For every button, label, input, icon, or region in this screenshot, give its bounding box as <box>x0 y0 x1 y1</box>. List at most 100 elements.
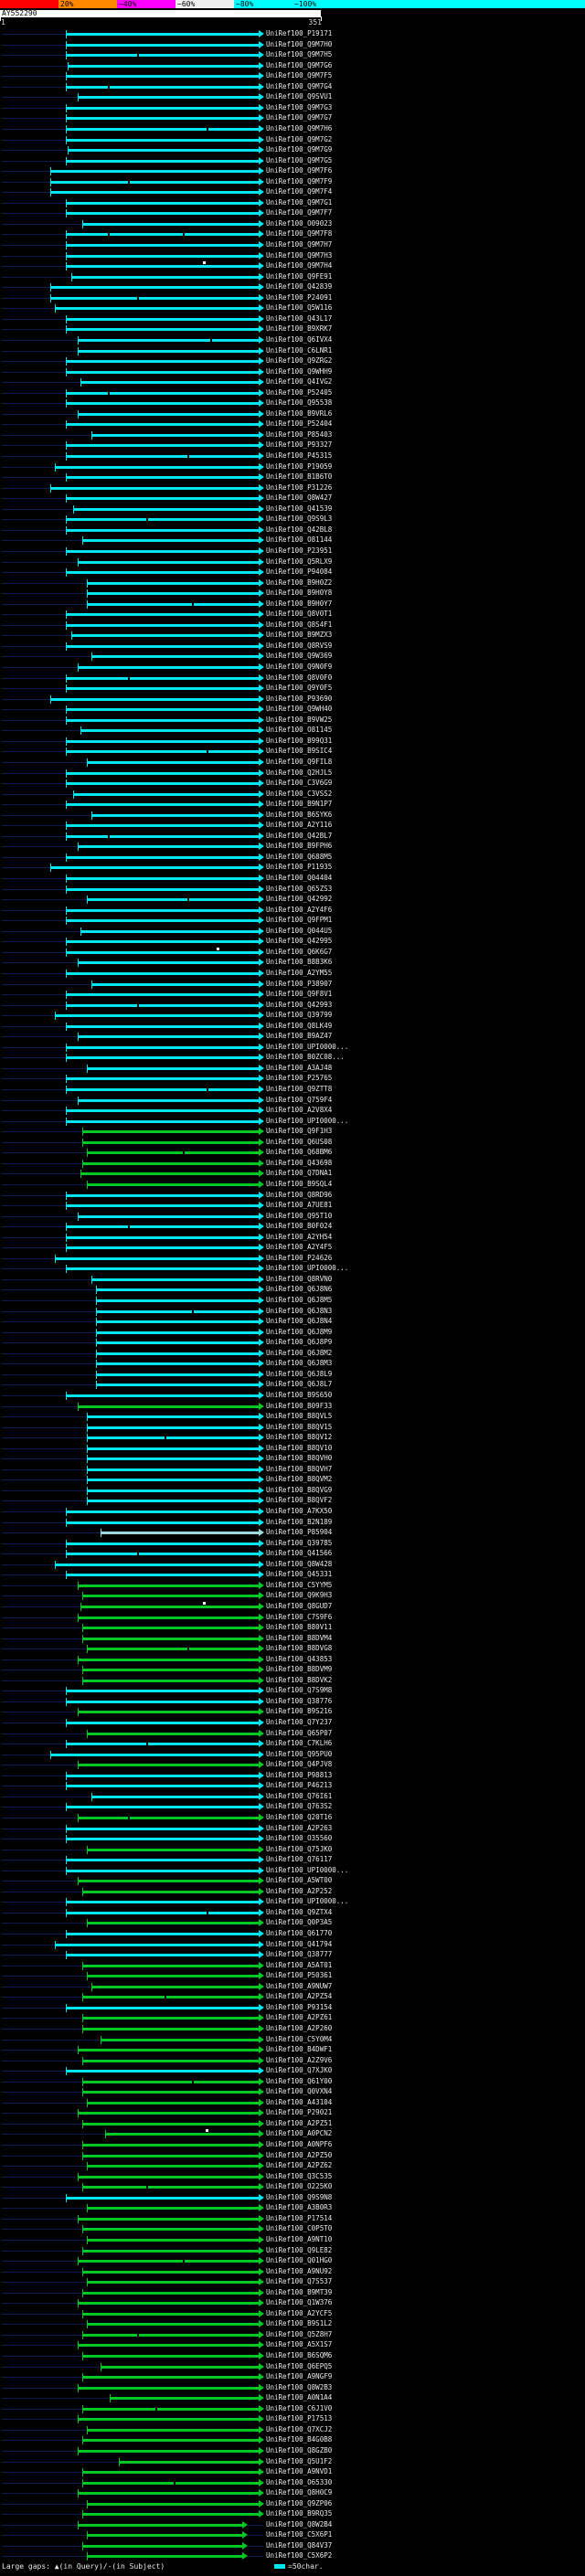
alignment-bar[interactable] <box>66 212 259 216</box>
alignment-bar[interactable] <box>55 1256 259 1260</box>
hit-label[interactable]: UniRef100_Q6J8N6 <box>266 1285 333 1294</box>
hit-label[interactable]: UniRef100_B8QV12 <box>266 1433 333 1442</box>
hit-label[interactable]: UniRef100_Q7XJK0 <box>266 2066 333 2075</box>
hit-label[interactable]: UniRef100_A2P252 <box>266 1886 333 1895</box>
alignment-bar[interactable] <box>78 2523 242 2527</box>
hit-label[interactable]: UniRef100_P46213 <box>266 1781 333 1790</box>
alignment-bar[interactable] <box>82 1140 259 1144</box>
hit-label[interactable]: UniRef100_A43104 <box>266 2097 333 2106</box>
hit-label[interactable]: UniRef100_Q39799 <box>266 1011 333 1020</box>
hit-label[interactable]: UniRef100_Q8W2B4 <box>266 2519 333 2528</box>
alignment-bar[interactable] <box>66 317 259 321</box>
alignment-bar[interactable] <box>66 940 259 944</box>
alignment-bar[interactable] <box>66 571 259 575</box>
alignment-bar[interactable] <box>78 1584 259 1587</box>
alignment-bar[interactable] <box>78 412 259 416</box>
hit-label[interactable]: UniRef100_Q75JK0 <box>266 1844 333 1853</box>
alignment-bar[interactable] <box>78 1764 259 1767</box>
hit-label[interactable]: UniRef100_Q9K9H3 <box>266 1591 333 1600</box>
alignment-bar[interactable] <box>87 1975 259 1978</box>
hit-label[interactable]: UniRef100_P25765 <box>266 1074 333 1083</box>
hit-label[interactable]: UniRef100_Q95T10 <box>266 1211 333 1220</box>
alignment-bar[interactable] <box>87 1426 259 1429</box>
alignment-bar[interactable] <box>66 782 259 786</box>
hit-label[interactable]: UniRef100_B0F024 <box>266 1222 333 1231</box>
hit-label[interactable]: UniRef100_B8QVH7 <box>266 1464 333 1473</box>
hit-label[interactable]: UniRef100_Q9M7H3 <box>266 250 333 260</box>
alignment-bar[interactable] <box>66 54 259 58</box>
hit-label[interactable]: UniRef100_A2Y4F5 <box>266 1243 333 1252</box>
alignment-bar[interactable] <box>78 560 259 564</box>
alignment-bar[interactable] <box>66 528 259 532</box>
alignment-bar[interactable] <box>82 1964 259 1967</box>
hit-label[interactable]: UniRef100_B8DVG8 <box>266 1644 333 1653</box>
alignment-bar[interactable] <box>66 1511 259 1513</box>
hit-label[interactable]: UniRef100_B8QVM2 <box>266 1475 333 1484</box>
hit-label[interactable]: UniRef100_B9S216 <box>266 1707 333 1716</box>
hit-label[interactable]: UniRef100_Q6J8P9 <box>266 1338 333 1347</box>
alignment-bar[interactable] <box>55 1943 259 1946</box>
hit-label[interactable]: UniRef100_Q9FPM1 <box>266 916 333 925</box>
hit-label[interactable]: UniRef100_P52404 <box>266 419 333 429</box>
hit-label[interactable]: UniRef100_P17513 <box>266 2414 333 2423</box>
alignment-bar[interactable] <box>73 792 259 796</box>
alignment-bar[interactable] <box>66 1553 259 1556</box>
alignment-bar[interactable] <box>66 708 259 712</box>
alignment-bar[interactable] <box>50 191 259 195</box>
alignment-bar[interactable] <box>55 1563 259 1566</box>
alignment-bar[interactable] <box>55 465 259 469</box>
alignment-bar[interactable] <box>87 2101 259 2104</box>
hit-label[interactable]: UniRef100_Q45331 <box>266 1570 333 1579</box>
hit-label[interactable]: UniRef100_Q4IVG2 <box>266 377 333 387</box>
hit-label[interactable]: UniRef100_Q9M7G7 <box>266 113 333 122</box>
hit-label[interactable]: UniRef100_Q84V37 <box>266 2540 333 2549</box>
hit-label[interactable]: UniRef100_A2PZ54 <box>266 1992 333 2001</box>
alignment-bar[interactable] <box>78 2386 259 2390</box>
hit-label[interactable]: UniRef100_B8QV15 <box>266 1422 333 1431</box>
alignment-bar[interactable] <box>66 265 259 269</box>
hit-label[interactable]: UniRef100_B6SYK6 <box>266 810 333 819</box>
alignment-bar[interactable] <box>80 1172 259 1176</box>
alignment-bar[interactable] <box>87 1182 259 1186</box>
hit-label[interactable]: UniRef100_Q9FIL8 <box>266 757 333 766</box>
hit-label[interactable]: UniRef100_A2Z9V6 <box>266 2055 333 2064</box>
alignment-bar[interactable] <box>82 539 259 543</box>
hit-label[interactable]: UniRef100_Q6IVX4 <box>266 334 333 344</box>
alignment-bar[interactable] <box>50 1753 259 1756</box>
hit-label[interactable]: UniRef100_Q9M7G5 <box>266 155 333 164</box>
hit-label[interactable]: UniRef100_Q5U1F2 <box>266 2456 333 2465</box>
hit-label[interactable]: UniRef100_C5Y0M4 <box>266 2034 333 2043</box>
hit-label[interactable]: UniRef100_Q9ZTT8 <box>266 1085 333 1093</box>
hit-label[interactable]: UniRef100_Q7S537 <box>266 2277 333 2286</box>
hit-label[interactable]: UniRef100_Q9M7G3 <box>266 102 333 111</box>
hit-label[interactable]: UniRef100_C0P5T0 <box>266 2224 333 2233</box>
hit-label[interactable]: UniRef100_Q6J8M5 <box>266 1296 333 1304</box>
alignment-bar[interactable] <box>87 2207 259 2210</box>
alignment-bar[interactable] <box>82 2407 259 2411</box>
alignment-bar[interactable] <box>50 180 259 184</box>
hit-label[interactable]: UniRef100_Q8W427 <box>266 493 333 503</box>
hit-label[interactable]: UniRef100_B80V11 <box>266 1623 333 1632</box>
alignment-bar[interactable] <box>66 549 259 553</box>
hit-label[interactable]: UniRef100_C3V6G9 <box>266 779 333 788</box>
hit-label[interactable]: UniRef100_Q6J8M2 <box>266 1348 333 1357</box>
alignment-bar[interactable] <box>66 1542 259 1545</box>
alignment-bar[interactable] <box>66 1901 259 1904</box>
alignment-bar[interactable] <box>78 2112 259 2115</box>
alignment-bar[interactable] <box>66 75 259 79</box>
alignment-bar[interactable] <box>78 666 259 669</box>
alignment-bar[interactable] <box>82 1130 259 1134</box>
hit-label[interactable]: UniRef100_A2PZ62 <box>266 2161 333 2170</box>
alignment-bar[interactable] <box>71 275 259 279</box>
hit-label[interactable]: UniRef100_Q9M7F9 <box>266 176 333 186</box>
hit-label[interactable]: UniRef100_A2P260 <box>266 2023 333 2032</box>
alignment-bar[interactable] <box>87 1415 259 1419</box>
hit-label[interactable]: UniRef100_Q6J8L9 <box>266 1369 333 1378</box>
alignment-bar[interactable] <box>87 1479 259 1482</box>
alignment-bar[interactable] <box>68 149 259 153</box>
hit-label[interactable]: UniRef100_Q9M7F4 <box>266 187 333 196</box>
alignment-bar[interactable] <box>87 1489 259 1492</box>
hit-label[interactable]: UniRef100_P31226 <box>266 482 333 492</box>
alignment-bar[interactable] <box>82 2513 259 2517</box>
hit-label[interactable]: UniRef100_Q95PU0 <box>266 1749 333 1758</box>
